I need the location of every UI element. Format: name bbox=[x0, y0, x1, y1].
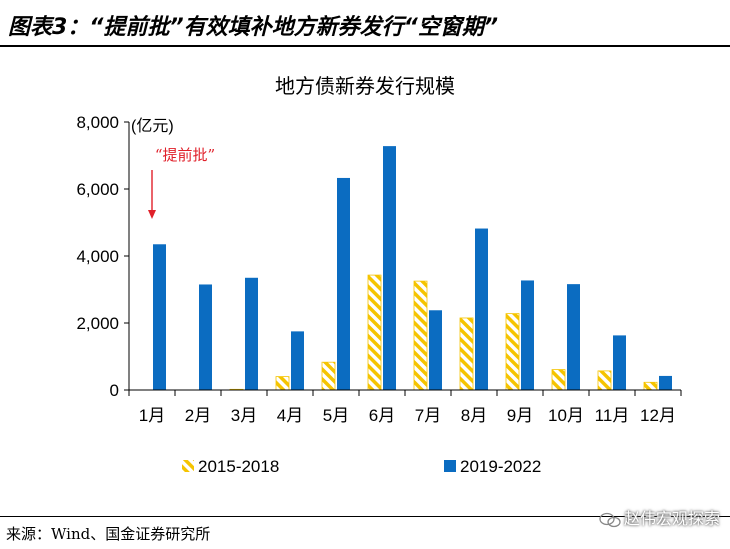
x-category-label: 7月 bbox=[415, 406, 441, 425]
bars bbox=[153, 146, 672, 391]
x-category-label: 9月 bbox=[507, 406, 533, 425]
bar-2015-2018-10月 bbox=[551, 369, 566, 391]
bar-2019-2022-5月 bbox=[337, 177, 350, 390]
x-category-label: 5月 bbox=[323, 406, 349, 425]
x-category-label: 11月 bbox=[595, 406, 630, 425]
bar-2019-2022-12月 bbox=[659, 375, 672, 390]
source-note: 来源：Wind、国金证券研究所 bbox=[6, 525, 211, 543]
bar-2019-2022-7月 bbox=[429, 310, 442, 390]
y-tick-label: 8,000 bbox=[76, 113, 119, 132]
x-category-label: 10月 bbox=[548, 406, 584, 425]
legend-label-2015-2018: 2015-2018 bbox=[198, 457, 279, 476]
x-category-label: 8月 bbox=[461, 406, 487, 425]
bar-2019-2022-9月 bbox=[521, 280, 534, 390]
bar-2015-2018-7月 bbox=[413, 280, 428, 391]
y-tick-label: 4,000 bbox=[76, 247, 119, 266]
top-rule bbox=[0, 45, 730, 47]
legend-swatch-2019-2022 bbox=[444, 460, 456, 472]
legend-label-2019-2022: 2019-2022 bbox=[460, 457, 541, 476]
bar-2019-2022-11月 bbox=[613, 335, 626, 390]
chart-title: 地方债新券发行规模 bbox=[275, 74, 455, 98]
bar-2015-2018-5月 bbox=[321, 361, 336, 391]
bar-2019-2022-6月 bbox=[383, 146, 396, 390]
x-category-label: 6月 bbox=[369, 406, 395, 425]
y-tick-label: 0 bbox=[110, 381, 119, 400]
watermark-text: 赵伟宏观探索 bbox=[623, 509, 720, 528]
y-tick-label: 2,000 bbox=[76, 314, 119, 333]
annotation-arrow-head bbox=[148, 210, 156, 219]
watermark: 赵伟宏观探索 bbox=[599, 505, 720, 529]
annotation: “提前批” bbox=[148, 146, 215, 219]
legend-swatch-2015-2018 bbox=[182, 460, 194, 472]
wechat-icon bbox=[599, 512, 621, 527]
x-category-label: 3月 bbox=[231, 406, 257, 425]
bar-2019-2022-2月 bbox=[199, 284, 212, 390]
annotation-label: “提前批” bbox=[155, 146, 215, 164]
bar-2019-2022-8月 bbox=[475, 228, 488, 390]
bar-2019-2022-1月 bbox=[153, 244, 166, 390]
x-category-label: 2月 bbox=[185, 406, 211, 425]
bar-2015-2018-11月 bbox=[597, 370, 612, 391]
bar-2015-2018-12月 bbox=[643, 381, 658, 391]
bar-2015-2018-9月 bbox=[505, 313, 520, 391]
x-category-label: 12月 bbox=[640, 406, 676, 425]
bar-2019-2022-10月 bbox=[567, 284, 580, 390]
bar-2015-2018-6月 bbox=[367, 274, 382, 391]
figure-title: 图表3：“提前批”有效填补地方新券发行“空窗期” bbox=[8, 15, 498, 40]
y-unit-label: (亿元) bbox=[131, 117, 174, 135]
figure-header: 图表3：“提前批”有效填补地方新券发行“空窗期” bbox=[0, 0, 730, 46]
legend: 2015-2018 2019-2022 bbox=[182, 457, 541, 476]
bar-2019-2022-3月 bbox=[245, 277, 258, 390]
x-category-label: 4月 bbox=[277, 406, 303, 425]
y-axis: 0 2,000 4,000 6,000 8,000 bbox=[76, 113, 130, 400]
x-axis: 1月 2月 3月 4月 5月 6月 7月 8月 9月 10月 11月 12月 bbox=[128, 389, 682, 425]
y-tick-label: 6,000 bbox=[76, 180, 119, 199]
bottom-rule bbox=[0, 516, 730, 517]
x-category-label: 1月 bbox=[139, 406, 165, 425]
bar-2015-2018-4月 bbox=[275, 376, 290, 391]
bar-2015-2018-8月 bbox=[459, 317, 474, 391]
bar-2019-2022-4月 bbox=[291, 331, 304, 390]
